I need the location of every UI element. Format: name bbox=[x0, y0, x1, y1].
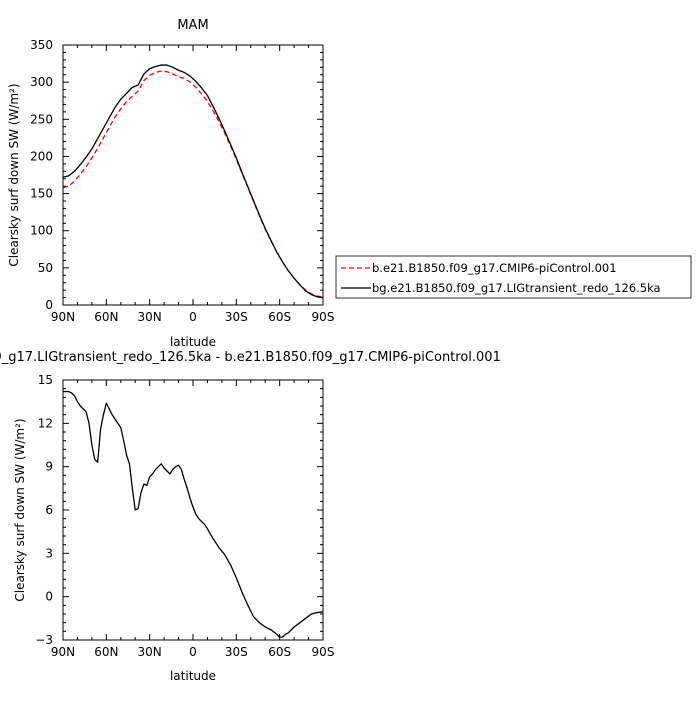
top-y-tick-label-5: 250 bbox=[30, 112, 53, 126]
top-x-tick-label-0: 90N bbox=[51, 310, 75, 324]
bottom-y-tick-label-2: 3 bbox=[45, 546, 53, 560]
bottom-chart-title: bg.e21.B1850.f09_g17.LIGtransient_redo_1… bbox=[0, 350, 501, 365]
bottom-y-tick-label-5: 12 bbox=[38, 416, 53, 430]
top-panel: MAM 90N 60N 30N 0 30S 60S 90S 0 50 100 150 200 250 30… bbox=[7, 18, 334, 349]
top-x-axis-label: latitude bbox=[170, 335, 216, 349]
bottom-series-line-0 bbox=[63, 390, 324, 638]
top-y-tick-label-7: 350 bbox=[30, 38, 53, 52]
top-y-tick-label-6: 300 bbox=[30, 75, 53, 89]
bottom-y-tick-label-3: 6 bbox=[45, 503, 53, 517]
top-tick-layer: 90N 60N 30N 0 30S 60S 90S 0 50 100 150 200 250 300 350 bbox=[30, 38, 334, 324]
legend-label-piControl: b.e21.B1850.f09_g17.CMIP6-piControl.001 bbox=[372, 261, 617, 275]
bottom-x-tick-label-6: 90S bbox=[312, 645, 335, 659]
bottom-x-tick-label-5: 60S bbox=[268, 645, 291, 659]
top-chart-title: MAM bbox=[177, 18, 208, 33]
top-x-tick-label-6: 90S bbox=[312, 310, 335, 324]
bottom-x-tick-label-4: 30S bbox=[225, 645, 248, 659]
bottom-x-tick-label-0: 90N bbox=[51, 645, 75, 659]
bottom-y-tick-label-4: 9 bbox=[45, 460, 53, 474]
top-y-tick-label-3: 150 bbox=[30, 187, 53, 201]
bottom-x-tick-label-2: 30N bbox=[138, 645, 162, 659]
bottom-x-axis-label: latitude bbox=[170, 669, 216, 683]
top-x-tick-label-5: 60S bbox=[268, 310, 291, 324]
bottom-y-tick-label-6: 15 bbox=[38, 373, 53, 387]
bottom-panel: bg.e21.B1850.f09_g17.LIGtransient_redo_1… bbox=[0, 350, 501, 683]
bottom-x-tick-label-1: 60N bbox=[94, 645, 118, 659]
bottom-y-tick-label-1: 0 bbox=[45, 590, 53, 604]
legend: b.e21.B1850.f09_g17.CMIP6-piControl.001 … bbox=[335, 255, 692, 299]
top-y-tick-label-2: 100 bbox=[30, 224, 53, 238]
top-x-tick-label-1: 60N bbox=[94, 310, 118, 324]
bottom-series-layer bbox=[63, 390, 324, 638]
legend-label-LIGtransient: bg.e21.B1850.f09_g17.LIGtransient_redo_1… bbox=[372, 281, 661, 295]
bottom-y-axis-label: Clearsky surf down SW (W/m²) bbox=[13, 418, 27, 601]
top-series-line-1 bbox=[62, 64, 324, 299]
top-y-axis-label: Clearsky surf down SW (W/m²) bbox=[7, 83, 21, 266]
legend-box bbox=[335, 255, 692, 299]
top-series-layer bbox=[62, 64, 324, 299]
top-x-tick-label-2: 30N bbox=[138, 310, 162, 324]
top-x-tick-label-3: 0 bbox=[189, 310, 197, 324]
top-plot-frame bbox=[62, 44, 324, 306]
bottom-x-tick-label-3: 0 bbox=[189, 645, 197, 659]
bottom-tick-layer: 90N 60N 30N 0 30S 60S 90S −3 0 3 6 9 12 15 bbox=[35, 373, 334, 659]
bottom-y-tick-label-0: −3 bbox=[35, 633, 53, 647]
top-y-tick-label-1: 50 bbox=[38, 261, 53, 275]
top-y-tick-label-4: 200 bbox=[30, 149, 53, 163]
top-x-tick-label-4: 30S bbox=[225, 310, 248, 324]
top-y-tick-label-0: 0 bbox=[45, 298, 53, 312]
